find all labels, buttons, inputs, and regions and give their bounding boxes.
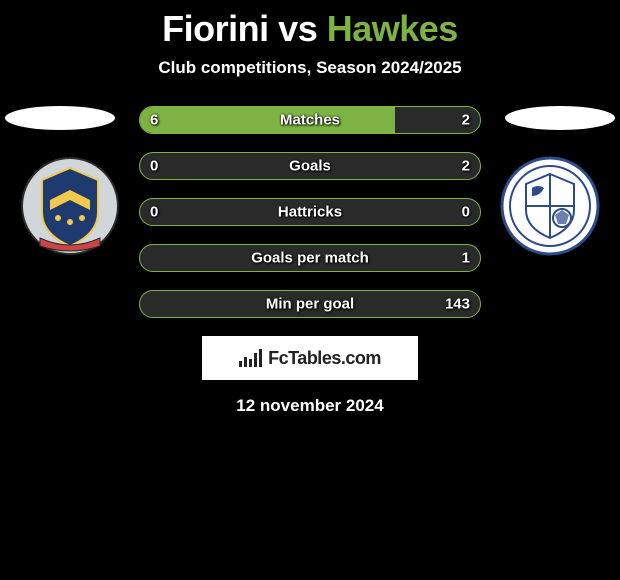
branding-text: FcTables.com: [268, 348, 381, 369]
metric-label: Goals: [140, 158, 480, 175]
metric-label: Matches: [140, 112, 480, 129]
comparison-card: Fiorini vs Hawkes Club competitions, Sea…: [0, 0, 620, 416]
metric-label: Hattricks: [140, 204, 480, 221]
bar-chart-icon: [239, 349, 262, 367]
stat-bar: Min per goal143: [139, 290, 481, 318]
value-right: 0: [462, 204, 470, 221]
stat-bar: 6Matches2: [139, 106, 481, 134]
stat-row: 6Matches2: [0, 106, 620, 134]
value-right: 2: [462, 158, 470, 175]
branding-badge: FcTables.com: [202, 336, 418, 380]
stat-bar: Goals per match1: [139, 244, 481, 272]
player1-name: Fiorini: [162, 8, 269, 49]
stat-bar: 0Hattricks0: [139, 198, 481, 226]
subtitle: Club competitions, Season 2024/2025: [0, 58, 620, 78]
stat-row: 0Hattricks0: [0, 198, 620, 226]
page-title: Fiorini vs Hawkes: [0, 0, 620, 50]
vs-text: vs: [278, 8, 317, 49]
stats-block: 6Matches20Goals20Hattricks0Goals per mat…: [0, 106, 620, 318]
stat-bar: 0Goals2: [139, 152, 481, 180]
metric-label: Min per goal: [140, 296, 480, 313]
value-right: 2: [462, 112, 470, 129]
value-right: 143: [445, 296, 470, 313]
stat-row: 0Goals2: [0, 152, 620, 180]
value-right: 1: [462, 250, 470, 267]
metric-label: Goals per match: [140, 250, 480, 267]
stat-row: Goals per match1: [0, 244, 620, 272]
date-text: 12 november 2024: [0, 396, 620, 416]
stat-row: Min per goal143: [0, 290, 620, 318]
player2-name: Hawkes: [327, 8, 458, 49]
